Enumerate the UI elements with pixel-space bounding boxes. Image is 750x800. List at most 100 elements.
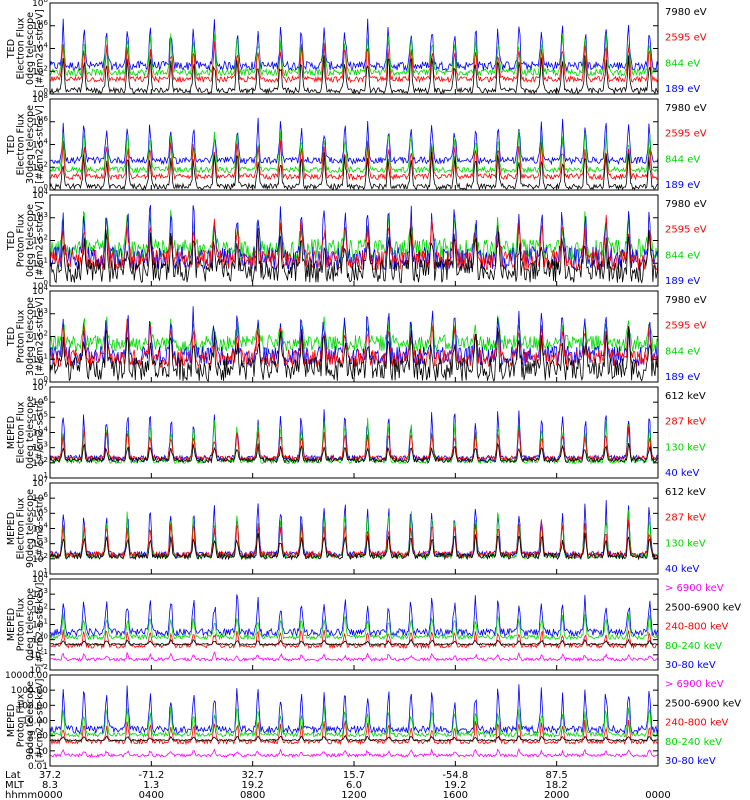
y-tick-label: 0.10 [28, 747, 48, 757]
series-line-2595-ev [50, 140, 658, 181]
y-axis-label-line: 30deg telescope [25, 297, 36, 376]
legend-item: > 6900 keV [665, 679, 724, 690]
legend-item: 40 keV [665, 468, 699, 479]
y-axis-label: MEPEDElectron Flux90deg telescope[#/cm2-… [6, 489, 46, 568]
series-line-2500-6900-kev [50, 638, 658, 646]
y-axis-label-line: Proton Flux [16, 213, 27, 267]
panel-frame [49, 674, 659, 767]
series-line-844-ev [50, 130, 658, 174]
series-line-240-800-kev [50, 629, 658, 650]
y-axis-label: MEPEDProton Flux90deg telescope[#/cm2-s-… [6, 679, 46, 763]
y-axis-label-line: 0deg telescope [25, 12, 36, 85]
y-tick-label: 10000.00 [5, 671, 48, 681]
series-line-2595-ev [50, 41, 658, 84]
x-label-hhmm: 2000 [544, 790, 569, 800]
x-label-hhmm: 0000 [645, 790, 670, 800]
legend-item: 240-800 keV [665, 718, 729, 729]
y-axis-label-line: [#/cm2-s-str] [35, 401, 46, 464]
x-label-hhmm: 1200 [341, 790, 366, 800]
y-axis-label-line: TED [6, 135, 17, 155]
series-line-30-80-kev [50, 594, 658, 638]
y-axis-label-line: TED [6, 327, 17, 347]
series-group [50, 306, 658, 382]
y-axis-label-line: 0deg telescope [25, 588, 36, 661]
y-axis-label: MEPEDProton Flux0deg telescope[#/cm2-s-s… [6, 583, 46, 667]
legend-item: 189 eV [665, 372, 700, 383]
y-axis-label-line: MEPED [6, 704, 17, 737]
series-line-40-kev [50, 500, 658, 559]
x-label-lat: 15.7 [343, 770, 365, 781]
legend-item: 7980 eV [665, 103, 707, 114]
y-axis-label-line: TED [6, 39, 17, 59]
y-axis-label-line: 0deg telescope [25, 396, 36, 469]
series-line-287-kev [50, 425, 658, 462]
legend-item: 612 keV [665, 487, 706, 498]
panel-frame [49, 386, 659, 479]
y-axis-label-line: 0deg telescope [25, 204, 36, 277]
series-line-7980-ev [50, 227, 658, 284]
series-line-612-kev [50, 442, 658, 464]
series-line-30-80-kev [50, 684, 658, 735]
legend-item: > 6900 keV [665, 583, 724, 594]
legend-item: 130 keV [665, 442, 706, 453]
legend-item: 7980 eV [665, 295, 707, 306]
y-axis-label-line: [#/cm2-s-str-eV] [35, 9, 46, 88]
series-line-40-kev [50, 409, 658, 463]
legend-item: 80-240 keV [665, 737, 722, 748]
legend-item: 189 eV [665, 84, 700, 95]
series-line-80-240-kev [50, 706, 658, 739]
y-axis-label: TEDProton Flux30deg telescope[#/cm2-s-st… [6, 297, 46, 376]
x-label-lat: -71.2 [138, 770, 164, 781]
legend-item: 287 keV [665, 513, 706, 524]
series-group [50, 594, 658, 663]
legend-item: 40 keV [665, 564, 699, 575]
legend-item: 30-80 keV [665, 660, 716, 671]
y-axis-label-line: Proton Flux [16, 309, 27, 363]
series-line-287-kev [50, 519, 658, 559]
y-axis-label: TEDElectron Flux0deg telescope[#/cm2-s-s… [6, 9, 46, 88]
y-axis-label-line: MEPED [6, 416, 17, 449]
series-line-2595-ev [50, 214, 658, 271]
series-line-2500-6900-kev [50, 734, 658, 742]
legend-item: 2500-6900 keV [665, 698, 741, 709]
series-group [50, 205, 658, 284]
panel-mepd-proton-90deg: 0.010.101.0010.00100.001000.0010000.00ME… [5, 671, 741, 772]
series-line-80-240-kev [50, 613, 658, 641]
y-tick-label: 1.00 [28, 732, 48, 742]
x-label-hhmm: 0400 [139, 790, 164, 800]
x-row-label-lat: Lat [5, 770, 21, 781]
y-axis-label: TEDElectron Flux30deg telescope[#/cm2-s-… [6, 105, 46, 184]
series-line--6900-kev [50, 747, 658, 758]
legend-item: 2500-6900 keV [665, 602, 741, 613]
legend-item: 80-240 keV [665, 641, 722, 652]
x-label-hhmm: 0800 [240, 790, 265, 800]
y-axis-label-line: MEPED [6, 608, 17, 641]
legend-item: 844 eV [665, 346, 700, 357]
x-label-mlt: 6.0 [346, 780, 362, 791]
y-axis-label-line: 90deg telescope [25, 681, 36, 760]
series-line-130-kev [50, 509, 658, 560]
series-line--6900-kev [50, 651, 658, 663]
x-label-lat: 87.5 [546, 770, 568, 781]
series-group [50, 18, 658, 94]
x-row-label-mlt: MLT [5, 780, 25, 791]
series-line-7980-ev [50, 55, 658, 94]
y-tick-label: 1000.00 [11, 686, 48, 696]
legend-item: 612 keV [665, 391, 706, 402]
time-axis-labels: Lat MLT hhmm 2021 37.28.30000Nov 01-71.2… [5, 770, 671, 800]
series-line-612-kev [50, 532, 658, 561]
series-group [50, 684, 658, 758]
x-label-lat: -54.8 [442, 770, 468, 781]
series-group [50, 409, 658, 465]
y-axis-label-line: Electron Flux [16, 401, 27, 463]
x-label-mlt: 18.2 [546, 780, 568, 791]
y-axis-label-line: [#/cm2-s-str-eV] [35, 201, 46, 280]
